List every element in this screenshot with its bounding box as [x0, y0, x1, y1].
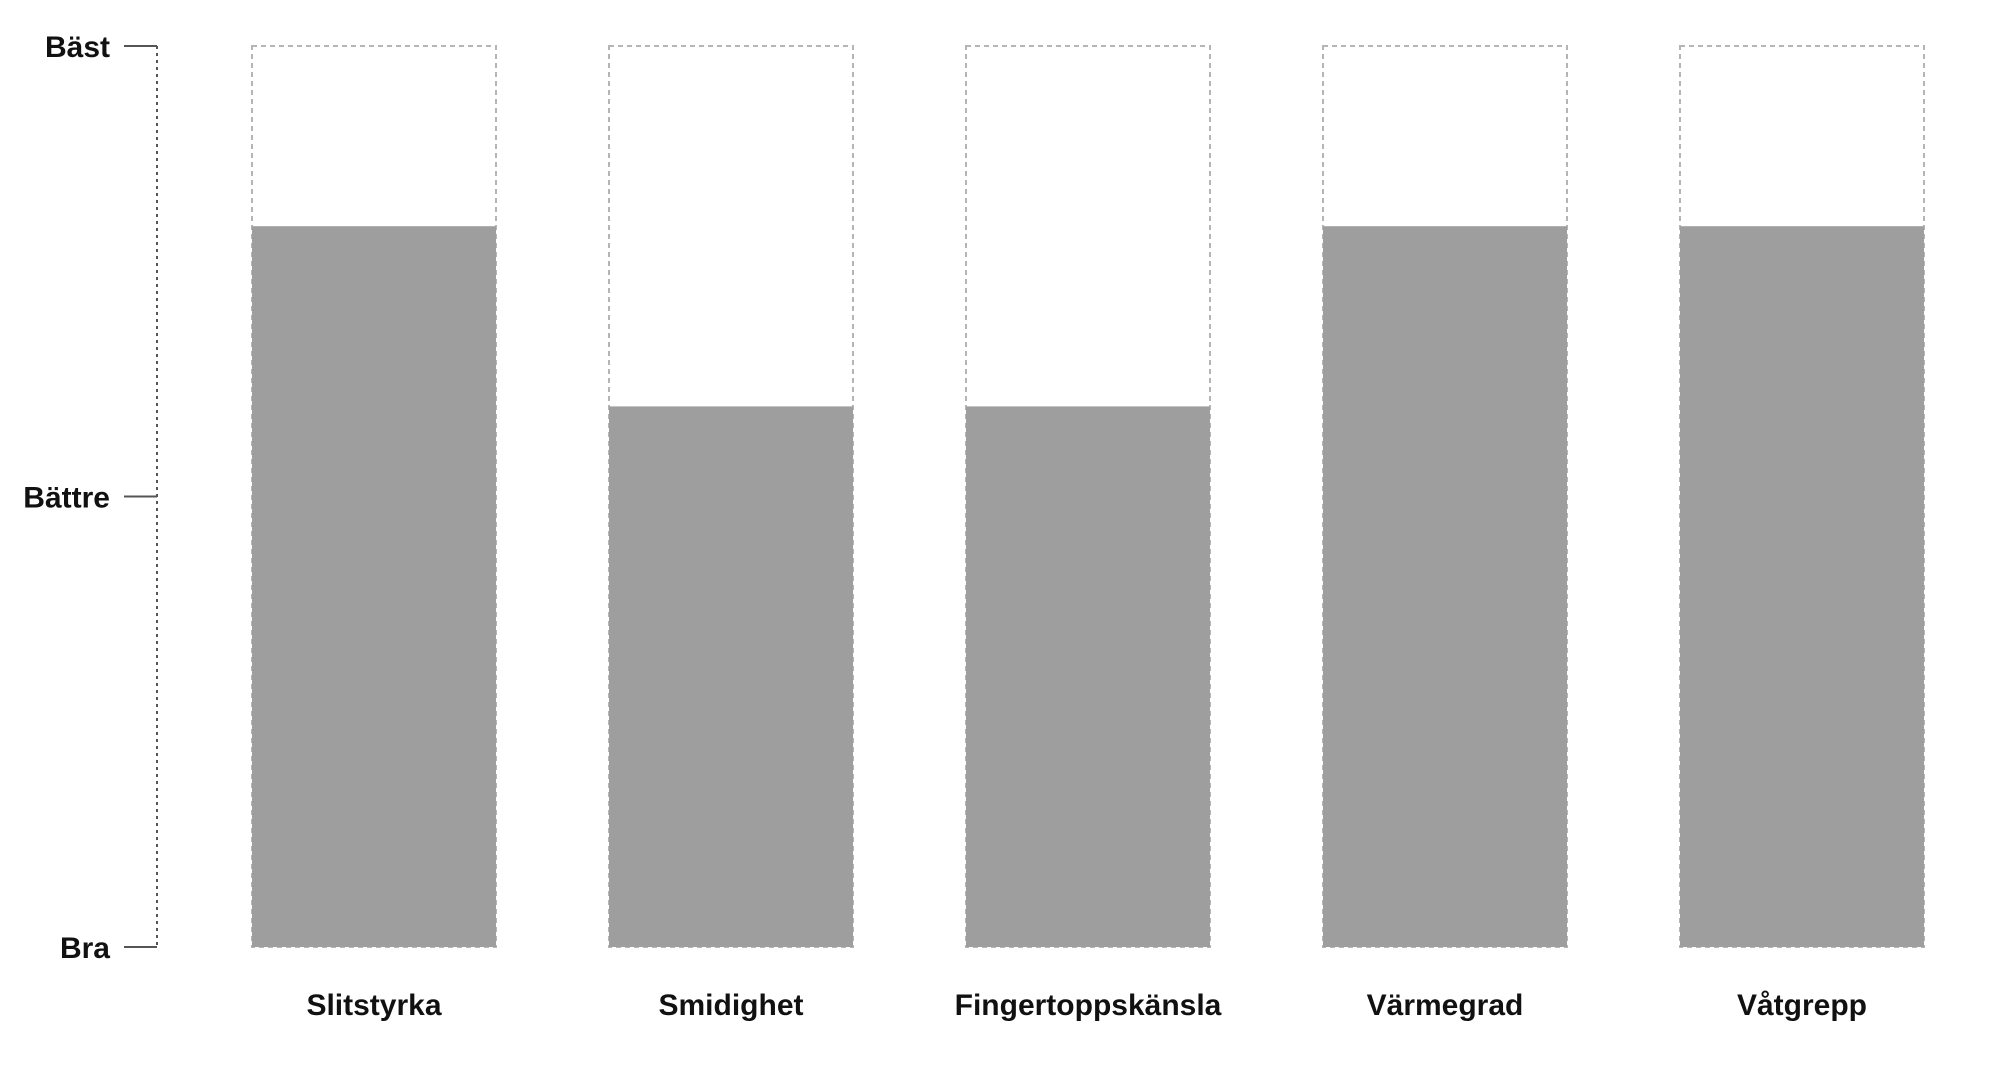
category-labels-group: Slitstyrka Smidighet Fingertoppskänsla Värm…: [306, 989, 1867, 1022]
bar: [1323, 226, 1567, 947]
x-category-label: Smidighet: [658, 989, 803, 1022]
bar: [252, 226, 496, 947]
x-category-label: Slitstyrka: [306, 989, 441, 1022]
bar: [1680, 226, 1924, 947]
x-category-label: Våtgrepp: [1737, 989, 1867, 1022]
x-category-label: Fingertoppskänsla: [955, 989, 1222, 1022]
y-tick-label: Bäst: [45, 31, 110, 64]
bar: [609, 406, 853, 947]
bars-group: [251, 45, 1925, 948]
y-axis: Bra Bättre Bäst: [23, 31, 158, 965]
bar: [966, 406, 1210, 947]
y-tick-label: Bättre: [23, 482, 110, 515]
y-tick-label: Bra: [60, 932, 110, 965]
x-category-label: Värmegrad: [1367, 989, 1524, 1022]
